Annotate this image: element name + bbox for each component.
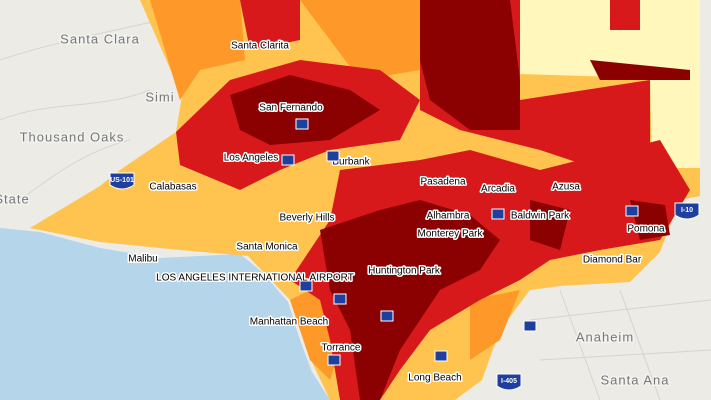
basemap-label: Santa Ana [601, 372, 670, 387]
place-label: Long Beach [408, 373, 461, 384]
place-label: Calabasas [149, 182, 196, 193]
airport-icon [434, 350, 448, 362]
airport-icon [326, 150, 340, 162]
airport-icon [327, 354, 341, 366]
highway-shield [674, 202, 700, 220]
place-label: Santa Monica [236, 242, 298, 253]
shield-label: I-405 [501, 378, 517, 385]
place-label: Santa Clarita [231, 41, 289, 52]
airport-icon [491, 208, 505, 220]
place-label: Baldwin Park [511, 211, 570, 222]
place-label: LOS ANGELES INTERNATIONAL AIRPORT [156, 273, 354, 284]
airport-icon [380, 310, 394, 322]
airport-icon [299, 280, 313, 292]
region-minimal [520, 0, 700, 168]
basemap-label: Simi [145, 89, 174, 104]
place-label: Burbank [332, 157, 370, 168]
airport-icon [281, 154, 295, 166]
airport-icon [333, 293, 347, 305]
highway-shield [109, 172, 135, 190]
basemap-label: Thousand Oaks [20, 129, 125, 144]
ocean [0, 228, 330, 400]
airport-icon [523, 320, 537, 332]
basemap-label: Anaheim [576, 329, 634, 344]
highway-shield [496, 373, 522, 391]
airport-icon [295, 118, 309, 130]
place-label: Diamond Bar [583, 255, 642, 266]
roads [0, 19, 711, 400]
shield-label: US-101 [110, 177, 134, 184]
labels: Santa Clarita San Fernando Los Angeles Burb… [0, 30, 700, 391]
place-label: Azusa [552, 182, 580, 193]
basemap-label: Santa Clara [60, 31, 140, 46]
place-label: Beverly Hills [279, 213, 334, 224]
place-label: Los Angeles [224, 153, 279, 164]
place-label: San Fernando [259, 103, 323, 114]
place-label: Arcadia [481, 184, 515, 195]
airport-icon [625, 205, 639, 217]
place-label: Huntington Park [368, 266, 441, 277]
place-label: Alhambra [427, 211, 470, 222]
place-label: Monterey Park [417, 229, 483, 240]
place-label: Manhattan Beach [250, 317, 328, 328]
place-label: Torrance [322, 343, 361, 354]
place-label: Malibu [128, 254, 157, 265]
shield-label: I-10 [681, 207, 693, 214]
place-label: Pomona [627, 224, 665, 235]
basemap-label: State [0, 191, 30, 206]
place-label: Pasadena [420, 177, 465, 188]
